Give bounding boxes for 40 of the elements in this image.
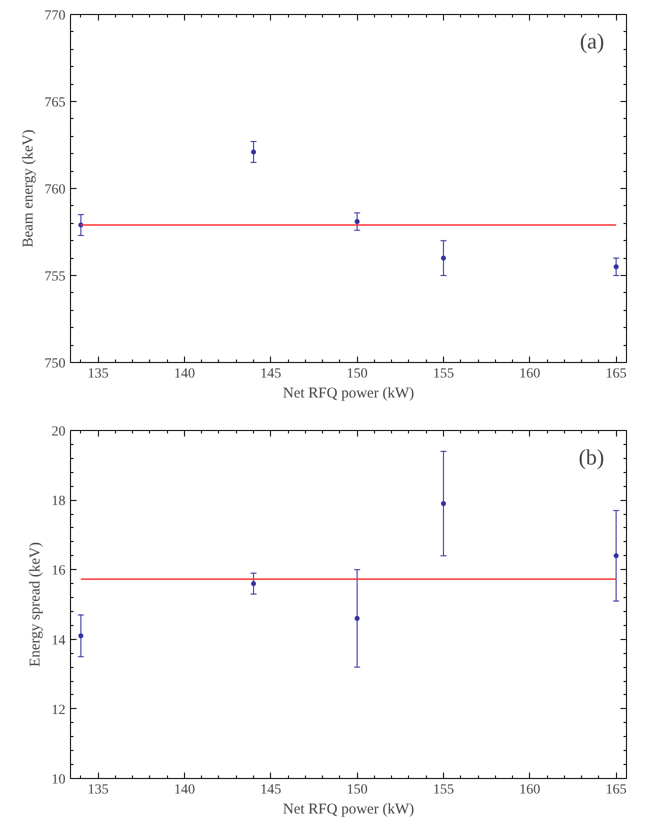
y-tick-label: 20 <box>52 424 66 440</box>
point <box>614 264 619 270</box>
point <box>251 581 256 586</box>
y-tick-label: 14 <box>52 633 66 648</box>
x-tick-label: 155 <box>432 782 454 798</box>
y-tick-label: 750 <box>44 356 66 372</box>
x-tick-label: 145 <box>260 366 282 382</box>
y-tick-label: 765 <box>44 96 66 110</box>
x-tick-label: 140 <box>174 366 195 382</box>
annotation: (b) <box>578 444 604 470</box>
x-tick-label: 145 <box>260 782 282 798</box>
annotation: (a) <box>580 28 604 54</box>
x-tick-label: 135 <box>88 366 109 382</box>
point <box>614 553 619 558</box>
x-tick-label: 135 <box>88 782 109 798</box>
x-tick-label: 165 <box>606 366 627 382</box>
x-tick-label: 165 <box>606 782 627 798</box>
point <box>78 633 84 638</box>
point <box>440 256 446 261</box>
y-tick-label: 12 <box>52 702 66 718</box>
y-tick-label: 770 <box>44 8 66 24</box>
x-tick-label: 140 <box>174 782 195 798</box>
point <box>354 616 360 621</box>
x-tick-label: 155 <box>432 366 454 382</box>
y-axis-title: Beam energy (keV) <box>20 129 36 248</box>
y-axis-title: Energy spread (keV) <box>28 542 44 667</box>
y-tick-label: 16 <box>52 564 66 579</box>
y-tick-label: 18 <box>52 494 66 510</box>
y-tick-label: 760 <box>44 182 66 198</box>
x-tick-label: 150 <box>346 782 368 798</box>
x-axis-title: Net RFQ power (kW) <box>282 386 414 402</box>
x-tick-label: 160 <box>519 782 540 798</box>
point <box>354 219 360 224</box>
y-tick-label: 755 <box>44 270 66 284</box>
point <box>440 501 446 506</box>
y-tick-label: 10 <box>52 772 66 788</box>
point <box>251 149 256 154</box>
x-tick-label: 160 <box>519 366 540 382</box>
x-tick-label: 150 <box>346 366 368 382</box>
x-axis-title: Net RFQ power (kW) <box>282 802 414 818</box>
